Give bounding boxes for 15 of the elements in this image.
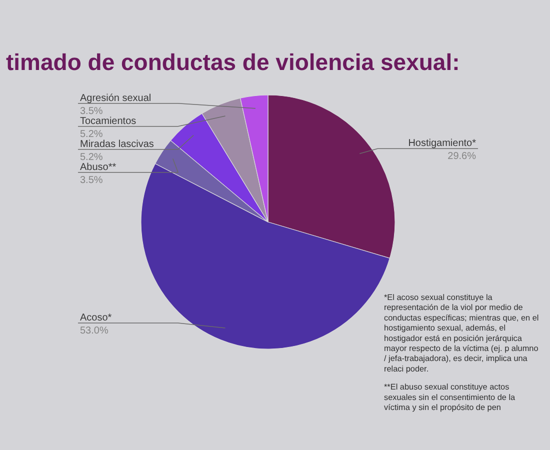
text: **El abuso sexual constituye actos sexuales sin el consentimiento de la víctima y sin el propósito de pen	[384, 382, 516, 412]
slice-label: Miradas lascivas	[80, 138, 154, 150]
data-label: 3.5%	[80, 106, 103, 117]
slice-label: Hostigamiento*	[408, 138, 476, 150]
slice-label: Abuso**	[80, 162, 116, 173]
chart-title: timado de conductas de violencia sexual:	[6, 49, 460, 75]
data-label: 29.6%	[448, 151, 476, 162]
slice-label: Agresión sexual	[80, 92, 152, 104]
data-label: 53.0%	[80, 326, 108, 337]
text: *El acoso sexual constituye la representación de la viol por medio de conductas específicas; mientras que, en el hostigamiento sexual, además, el hostigador está en posición jerárquica mayor respecto de la víctima (ej. p alumno / jefa-trabajadora), es decir, implica una relaci poder.	[384, 293, 539, 374]
data-label: 5.2%	[80, 128, 103, 140]
slice-label: Acoso*	[80, 312, 112, 324]
slice-label: Tocamientos	[80, 116, 136, 127]
data-label: 5.2%	[80, 152, 103, 163]
data-label: 3.5%	[80, 174, 103, 186]
